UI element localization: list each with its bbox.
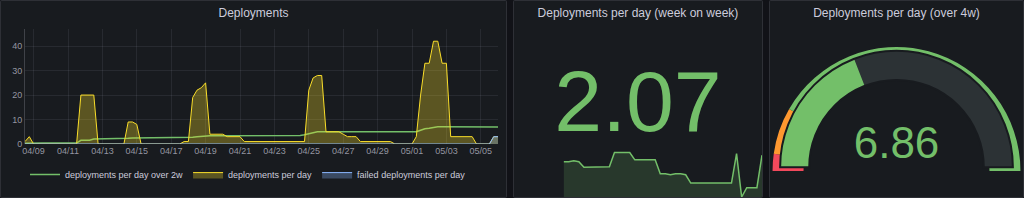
svg-text:05/01: 05/01 [401, 146, 424, 156]
svg-text:04/23: 04/23 [263, 146, 286, 156]
svg-text:30: 30 [12, 66, 22, 76]
svg-text:10: 10 [12, 115, 22, 125]
svg-text:6.86: 6.86 [854, 122, 940, 171]
svg-text:04/19: 04/19 [194, 146, 217, 156]
svg-text:05/03: 05/03 [435, 146, 458, 156]
svg-text:6.86: 6.86 [854, 118, 940, 167]
svg-text:deployments per day over 2w: deployments per day over 2w [65, 170, 183, 180]
svg-text:04/17: 04/17 [160, 146, 183, 156]
svg-text:04/21: 04/21 [229, 146, 252, 156]
svg-text:04/09: 04/09 [22, 146, 45, 156]
svg-text:04/25: 04/25 [298, 146, 321, 156]
svg-text:04/13: 04/13 [91, 146, 114, 156]
svg-text:40: 40 [12, 41, 22, 51]
svg-text:Deployments: Deployments [218, 6, 288, 20]
svg-text:20: 20 [12, 90, 22, 100]
svg-text:Deployments per day (over 4w): Deployments per day (over 4w) [813, 6, 980, 20]
svg-text:Deployments per day (week on w: Deployments per day (week on week) [538, 6, 739, 20]
svg-text:04/29: 04/29 [366, 146, 389, 156]
svg-text:2.07: 2.07 [554, 53, 721, 149]
svg-text:failed deployments per day: failed deployments per day [357, 170, 465, 180]
svg-text:04/11: 04/11 [57, 146, 79, 156]
svg-text:deployments per day: deployments per day [228, 170, 312, 180]
svg-text:04/15: 04/15 [126, 146, 149, 156]
svg-text:0: 0 [17, 139, 22, 149]
svg-text:05/05: 05/05 [470, 146, 493, 156]
svg-text:04/27: 04/27 [332, 146, 355, 156]
